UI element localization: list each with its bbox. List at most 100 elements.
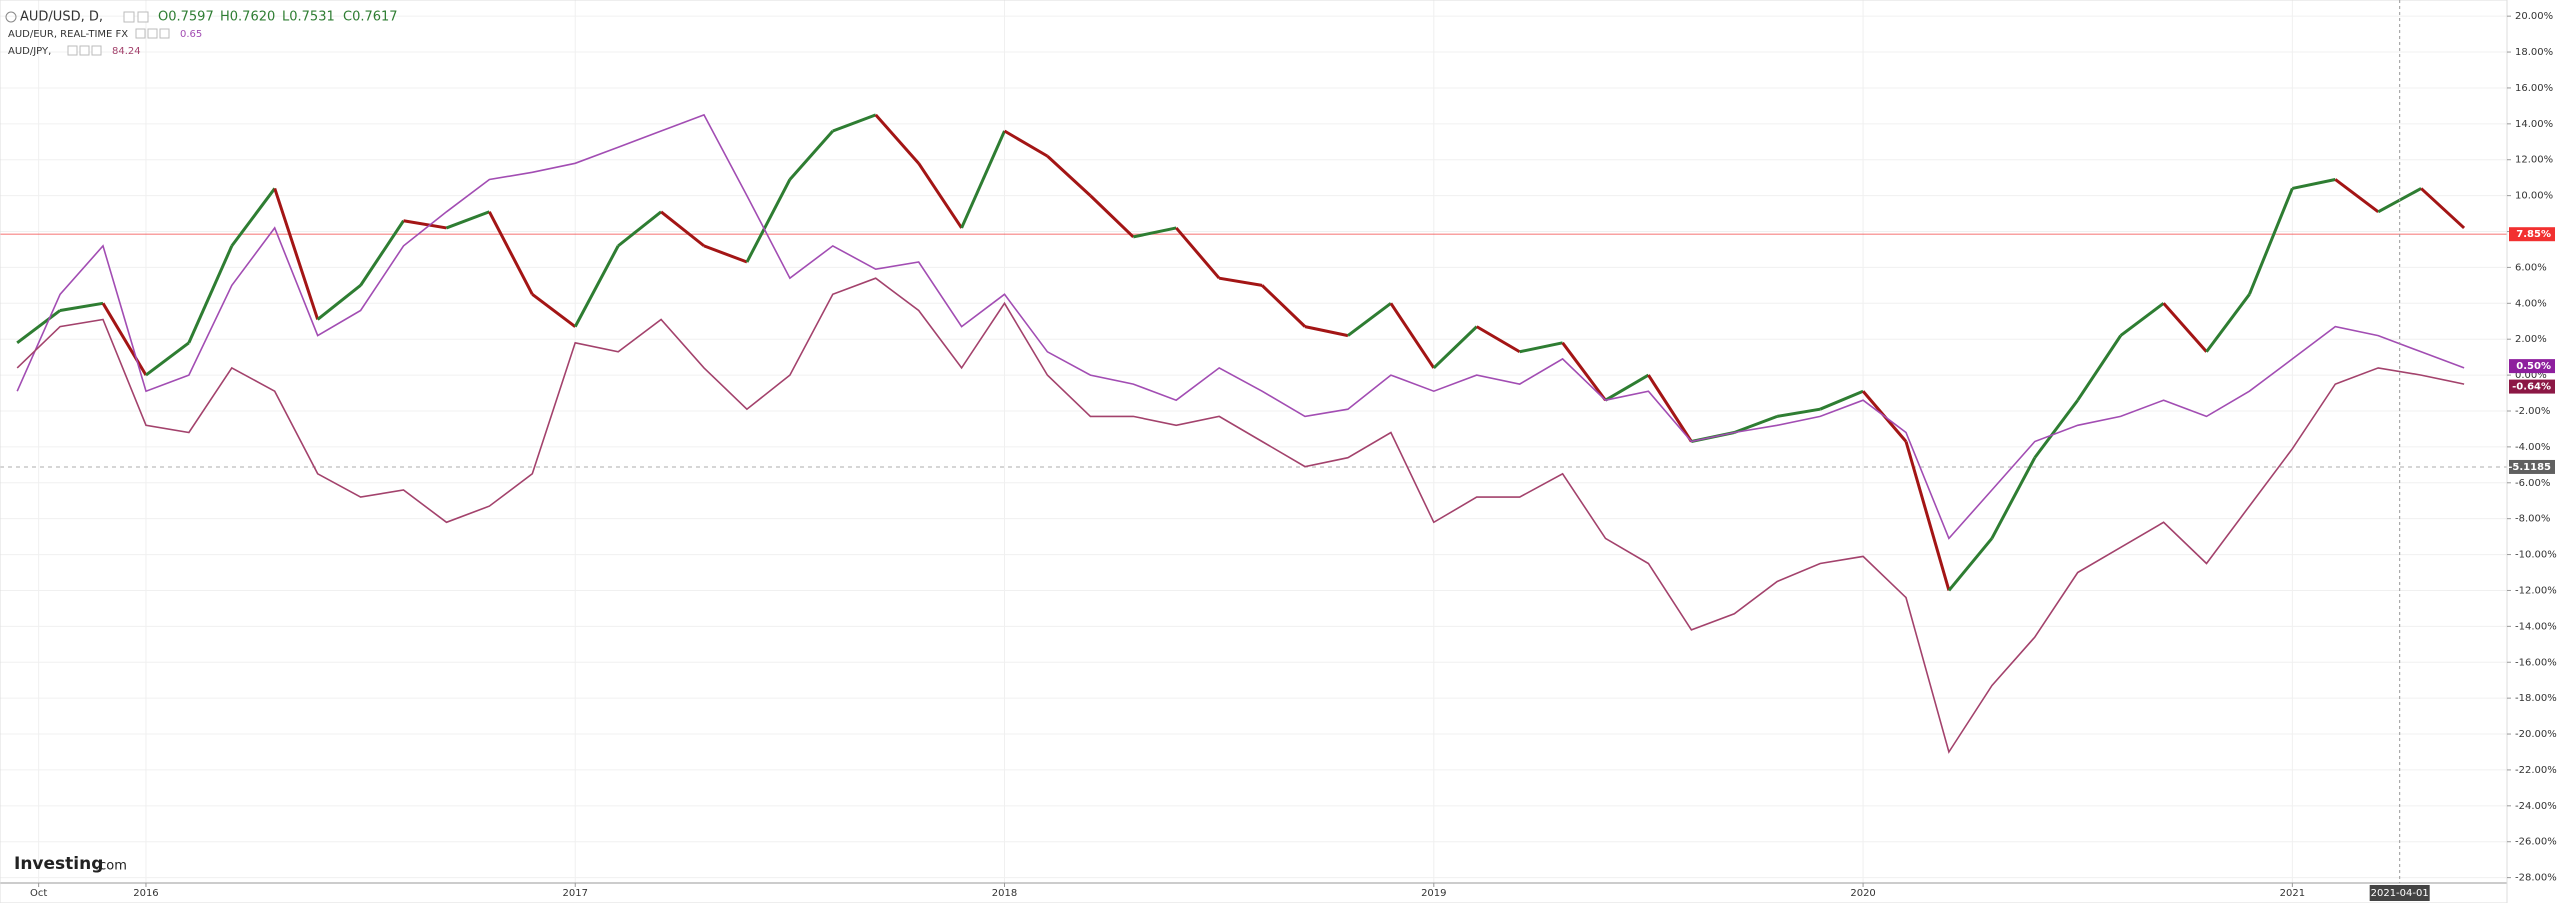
price-segment — [788, 130, 834, 181]
y-tick-label: 6.00% — [2515, 262, 2547, 273]
price-segment — [187, 245, 234, 344]
y-tick-label: -16.00% — [2515, 657, 2557, 668]
price-segment — [1947, 537, 1994, 592]
frame — [0, 0, 2508, 903]
price-segment — [1347, 302, 1392, 337]
y-tick-label: 12.00% — [2515, 155, 2553, 166]
legend-last: 84.24 — [112, 46, 141, 57]
crosshair-label-bg — [2369, 885, 2430, 901]
legend-name: AUD/JPY, — [8, 46, 51, 57]
y-tick-label: -22.00% — [2515, 765, 2557, 776]
axis-value-bg — [2509, 459, 2555, 474]
y-tick-label: -18.00% — [2515, 693, 2557, 704]
price-segment — [874, 113, 920, 165]
x-tick-label: 2018 — [992, 888, 1017, 899]
logo: Investing .com — [14, 854, 127, 874]
y-tick-label: 18.00% — [2515, 47, 2553, 58]
y-tick-label: 14.00% — [2515, 119, 2553, 130]
price-segment — [832, 113, 877, 133]
y-tick-label: 20.00% — [2515, 11, 2553, 22]
price-segment — [1432, 325, 1478, 369]
axis-value-label: 7.85% — [2516, 229, 2551, 240]
price-segment — [1175, 226, 1221, 280]
axis-value-label: 0.50% — [2516, 361, 2551, 372]
price-segment — [359, 219, 405, 287]
y-tick-label: -6.00% — [2515, 478, 2550, 489]
price-segment — [1776, 407, 1821, 418]
price-segment — [1261, 284, 1307, 328]
price-segment — [1389, 302, 1436, 369]
price-segment — [2076, 334, 2122, 402]
hide-icon[interactable] — [147, 28, 158, 39]
axis-value-bg — [2509, 227, 2555, 242]
y-tick-label: 0.00% — [2515, 370, 2547, 381]
y-tick-label: -8.00% — [2515, 514, 2550, 525]
price-segment — [488, 211, 534, 296]
price-segment — [1046, 155, 1092, 197]
price-segment — [1904, 441, 1951, 591]
price-segment — [703, 244, 748, 264]
legend: AUD/USD, D, O0.7597 H0.7620 L0.7531 C0.7… — [5, 10, 398, 57]
y-tick-label: -26.00% — [2515, 837, 2557, 848]
price-segment — [1218, 276, 1263, 287]
settings-icon[interactable] — [67, 45, 78, 56]
remove-icon[interactable] — [91, 45, 102, 56]
price-segment — [2162, 302, 2208, 353]
y-tick-label: 2.00% — [2515, 334, 2547, 345]
price-segment — [2248, 187, 2294, 295]
price-segment — [1089, 194, 1135, 238]
price-segment — [917, 162, 963, 229]
y-tick-label: 16.00% — [2515, 83, 2553, 94]
price-segment — [1003, 129, 1049, 158]
price-segment — [59, 301, 104, 312]
y-tick-label: 10.00% — [2515, 191, 2553, 202]
legend-name: AUD/USD, D, — [20, 10, 103, 25]
legend-name: AUD/EUR, REAL-TIME FX — [8, 29, 128, 40]
settings-icon[interactable] — [123, 11, 135, 23]
logo-brand: Investing — [14, 854, 103, 874]
x-tick-label: 2019 — [1421, 888, 1446, 899]
legend-quote: O0.7597 — [158, 10, 214, 25]
y-axis-bg — [2507, 0, 2560, 903]
remove-icon[interactable] — [159, 28, 170, 39]
price-segment — [1733, 414, 1778, 434]
price-segment — [1132, 226, 1177, 239]
hide-icon[interactable] — [137, 11, 149, 23]
price-segment — [573, 245, 620, 328]
price-segment — [2334, 178, 2380, 213]
y-tick-label: -24.00% — [2515, 801, 2557, 812]
price-segment — [145, 341, 190, 377]
logo-suffix: .com — [95, 859, 127, 874]
x-tick-label: 2017 — [563, 888, 588, 899]
price-segment — [316, 284, 362, 321]
y-tick-label: -28.00% — [2515, 873, 2557, 884]
y-tick-label: -10.00% — [2515, 550, 2557, 561]
price-segment — [660, 210, 705, 248]
y-tick-label: -20.00% — [2515, 729, 2557, 740]
legend-quote: C0.7617 — [343, 10, 398, 25]
x-tick-label: 2020 — [1850, 888, 1875, 899]
price-segment — [16, 309, 62, 344]
price-segment — [403, 219, 447, 230]
price-segment — [1647, 374, 1693, 443]
axis-value-label: -0.64% — [2512, 382, 2551, 393]
collapse-icon[interactable] — [5, 11, 17, 23]
legend-last: 0.65 — [180, 29, 202, 40]
y-tick-label: 4.00% — [2515, 298, 2547, 309]
legend-quote: L0.7531 — [282, 10, 335, 25]
y-tick-label: -14.00% — [2515, 621, 2557, 632]
price-segment — [1604, 373, 1650, 402]
price-segment — [1475, 325, 1521, 354]
price-segment — [1561, 341, 1607, 402]
x-tick-label: 2016 — [133, 888, 158, 899]
settings-icon[interactable] — [135, 28, 146, 39]
price-segment — [1519, 341, 1563, 354]
price-segment — [2292, 178, 2336, 190]
x-tick-label: 2021 — [2280, 888, 2305, 899]
hide-icon[interactable] — [79, 45, 90, 56]
price-segment — [2420, 187, 2466, 230]
x-tick-label: Oct — [30, 888, 47, 899]
series-line — [16, 277, 2465, 754]
crosshair-label: 2021-04-01 — [2371, 888, 2429, 899]
